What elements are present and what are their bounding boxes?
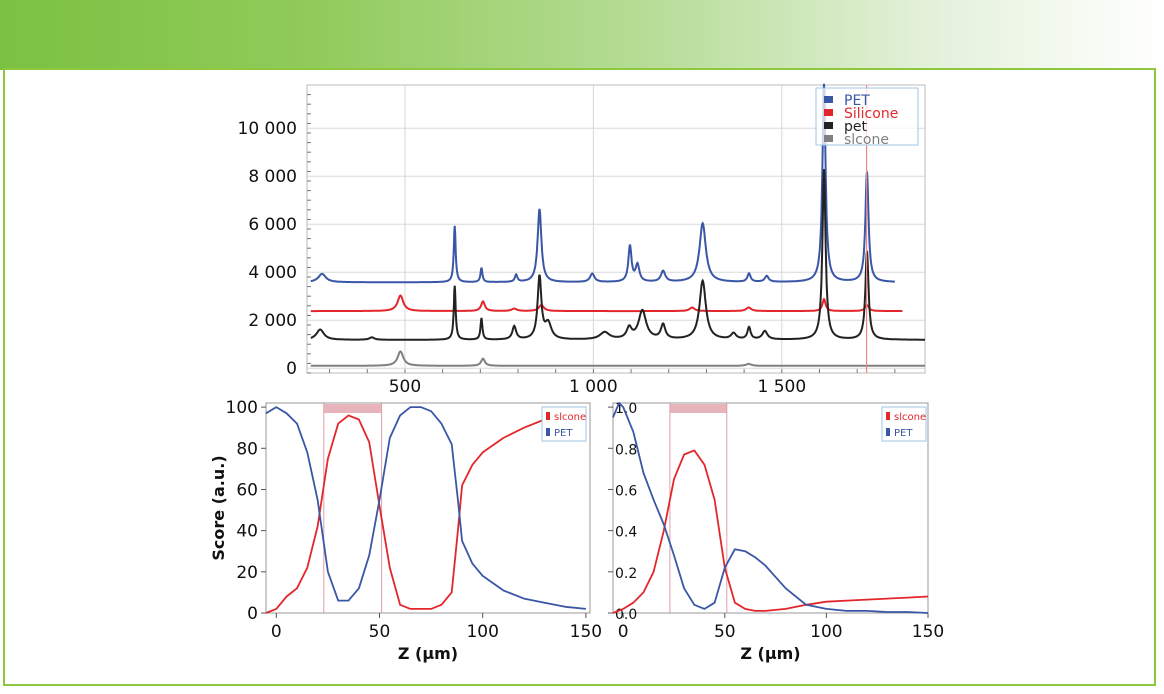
header-banner: [0, 0, 1164, 70]
series-line-pet: [265, 406, 586, 610]
legend-swatch: [824, 96, 833, 103]
legend-label: pet: [844, 119, 868, 135]
y-tick-label: 8 000: [248, 167, 297, 187]
y-tick-label: 20: [236, 563, 258, 583]
plot-frame: [612, 402, 929, 614]
x-tick-label: 100: [810, 622, 842, 642]
series-line-slcone: [612, 449, 929, 614]
y-tick-label: 0.8: [615, 442, 637, 458]
x-tick-label: 50: [369, 622, 391, 642]
x-tick-label: 150: [912, 622, 944, 642]
y-tick-label: 0.4: [615, 525, 637, 541]
legend-swatch: [824, 109, 833, 116]
x-tick-label: 100: [466, 622, 498, 642]
legend-swatch: [824, 122, 833, 129]
legend-label: slcone: [844, 132, 889, 148]
y-tick-label: 0: [286, 359, 297, 379]
legend-label: slcone: [894, 412, 926, 423]
y-tick-label: 0: [247, 604, 258, 624]
series-line-silicone: [310, 294, 903, 313]
y-tick-label: 0.0: [615, 607, 637, 623]
y-tick-label: 0.2: [615, 566, 637, 582]
y-tick-label: 40: [236, 522, 258, 542]
legend-swatch: [824, 135, 833, 142]
y-tick-label: 6 000: [248, 215, 297, 235]
legend-swatch: [886, 428, 890, 436]
series-line-slcone: [310, 350, 925, 367]
y-tick-label: 60: [236, 480, 258, 500]
x-tick-label: 150: [570, 622, 602, 642]
series-line-pet: [612, 402, 929, 614]
legend-label: PET: [554, 428, 573, 439]
y-tick-label: 100: [226, 398, 258, 418]
x-tick-label: 0: [271, 622, 282, 642]
x-axis-label: Z (μm): [398, 644, 458, 663]
plot-frame: [265, 402, 591, 614]
x-tick-label: 1 500: [757, 377, 806, 397]
legend-label: Silicone: [844, 106, 898, 122]
y-axis-label: Score (a.u.): [209, 455, 228, 560]
figure-frame: [3, 68, 1156, 686]
x-tick-label: 1 000: [569, 377, 618, 397]
highlight-bar: [669, 404, 727, 413]
series-line-pet: [310, 83, 895, 284]
legend-swatch: [546, 412, 550, 420]
legend-label: slcone: [554, 412, 586, 423]
x-tick-label: 50: [714, 622, 736, 642]
y-tick-label: 10 000: [238, 119, 297, 139]
legend-label: PET: [894, 428, 913, 439]
x-tick-label: 500: [389, 377, 421, 397]
legend-swatch: [546, 428, 550, 436]
legend-label: PET: [844, 93, 870, 109]
legend-swatch: [886, 412, 890, 420]
series-line-slcone: [265, 406, 587, 614]
y-tick-label: 2 000: [248, 311, 297, 331]
y-tick-label: 4 000: [248, 263, 297, 283]
y-tick-label: 80: [236, 439, 258, 459]
x-tick-label: 0: [618, 622, 629, 642]
highlight-bar: [323, 404, 382, 413]
y-tick-label: 0.6: [615, 483, 637, 499]
series-line-pet: [310, 169, 925, 341]
x-axis-label: Z (μm): [740, 644, 800, 663]
